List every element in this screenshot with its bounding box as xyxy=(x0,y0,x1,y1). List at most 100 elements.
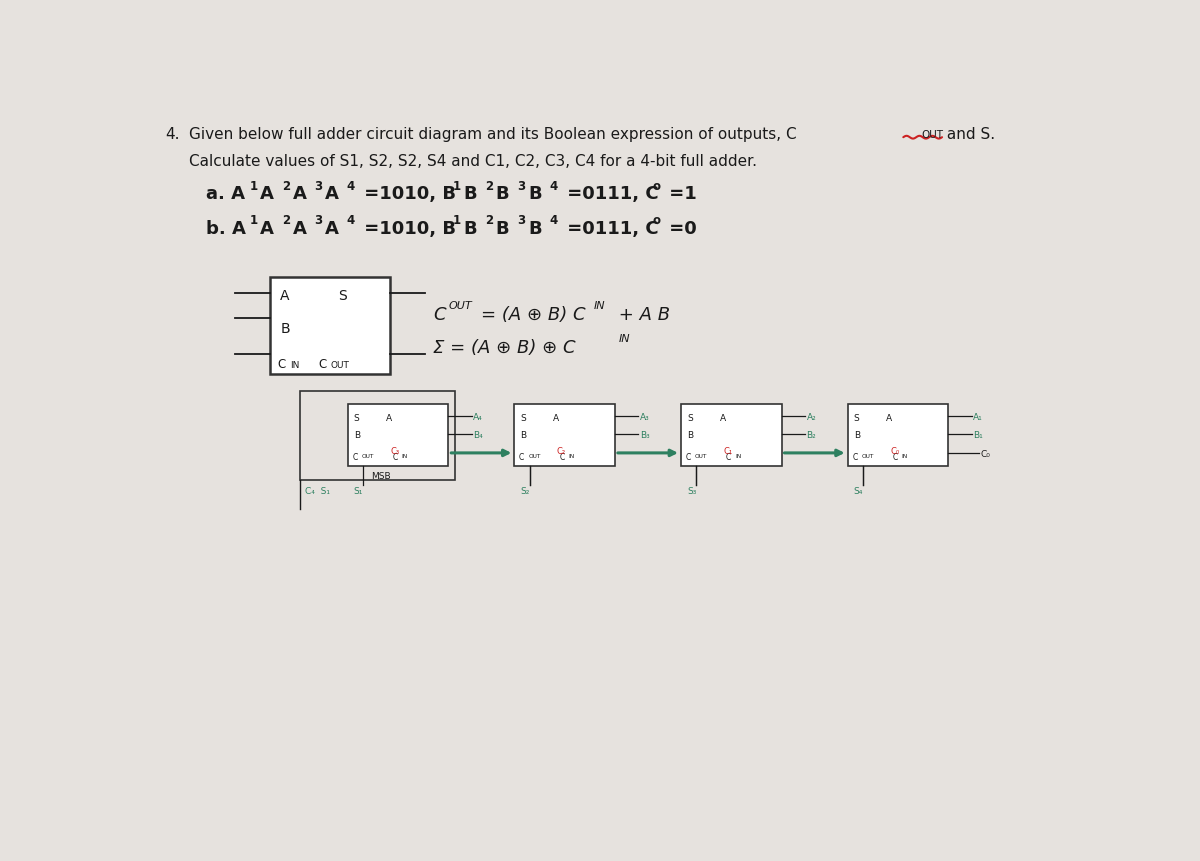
Text: A: A xyxy=(386,414,392,424)
Text: Calculate values of S1, S2, S2, S4 and C1, C2, C3, C4 for a 4-bit full adder.: Calculate values of S1, S2, S2, S4 and C… xyxy=(188,154,757,169)
Text: S: S xyxy=(521,414,527,424)
Text: 3: 3 xyxy=(314,180,323,193)
Text: C: C xyxy=(278,358,286,371)
Text: B: B xyxy=(496,185,509,203)
Text: C: C xyxy=(392,453,398,461)
Text: A: A xyxy=(293,185,306,203)
Text: 4: 4 xyxy=(550,214,558,227)
Text: OUT: OUT xyxy=(922,130,943,140)
Text: Σ = (A ⊕ B) ⊕ C: Σ = (A ⊕ B) ⊕ C xyxy=(433,339,576,357)
Text: A: A xyxy=(553,414,559,424)
Text: IN: IN xyxy=(901,454,908,459)
Text: C: C xyxy=(893,453,898,461)
Text: and S.: and S. xyxy=(942,127,995,142)
Text: B: B xyxy=(688,430,694,440)
Text: A: A xyxy=(325,185,340,203)
Bar xyxy=(680,405,781,466)
Text: C: C xyxy=(518,453,524,461)
Text: C₁: C₁ xyxy=(724,447,733,455)
Text: S₃: S₃ xyxy=(688,486,696,496)
Text: B: B xyxy=(463,220,476,238)
Text: C: C xyxy=(433,306,445,324)
Text: B: B xyxy=(528,185,542,203)
Text: S: S xyxy=(338,289,347,303)
Text: IN: IN xyxy=(736,454,742,459)
Text: B₁: B₁ xyxy=(973,430,983,440)
Text: OUT: OUT xyxy=(528,454,540,459)
Text: OUT: OUT xyxy=(449,301,472,311)
Text: B₂: B₂ xyxy=(806,430,816,440)
Text: 4: 4 xyxy=(347,214,355,227)
Text: o: o xyxy=(653,180,660,193)
Text: A: A xyxy=(281,289,289,303)
Text: A₂: A₂ xyxy=(806,413,816,422)
Text: A₄: A₄ xyxy=(473,413,482,422)
Text: B: B xyxy=(853,430,860,440)
Text: 4.: 4. xyxy=(166,127,180,142)
Text: C: C xyxy=(852,453,858,461)
Text: =0111, C: =0111, C xyxy=(560,220,659,238)
Text: S₂: S₂ xyxy=(521,486,530,496)
Text: B: B xyxy=(521,430,527,440)
Text: C₂: C₂ xyxy=(557,447,566,455)
Text: 4: 4 xyxy=(347,180,355,193)
Text: + A B: + A B xyxy=(613,306,670,324)
Bar xyxy=(847,405,948,466)
Text: C₃: C₃ xyxy=(390,447,400,455)
Text: 2: 2 xyxy=(282,180,290,193)
Text: B: B xyxy=(281,322,290,336)
Text: S₄: S₄ xyxy=(853,486,863,496)
Text: C: C xyxy=(726,453,731,461)
Text: IN: IN xyxy=(619,334,630,344)
Text: b. A: b. A xyxy=(206,220,246,238)
Text: S₁: S₁ xyxy=(354,486,364,496)
Text: A: A xyxy=(325,220,340,238)
Text: A: A xyxy=(260,220,274,238)
Text: C: C xyxy=(559,453,564,461)
Text: B: B xyxy=(354,430,360,440)
Text: B₃: B₃ xyxy=(640,430,649,440)
Text: C: C xyxy=(685,453,691,461)
Text: 2: 2 xyxy=(282,214,290,227)
Bar xyxy=(300,391,455,480)
Text: A: A xyxy=(720,414,726,424)
Text: Given below full adder circuit diagram and its Boolean expression of outputs, C: Given below full adder circuit diagram a… xyxy=(188,127,797,142)
Text: A: A xyxy=(260,185,274,203)
Text: A: A xyxy=(293,220,306,238)
Text: S: S xyxy=(354,414,360,424)
Text: = (A ⊕ B) C: = (A ⊕ B) C xyxy=(481,306,586,324)
Text: 1: 1 xyxy=(452,214,461,227)
Bar xyxy=(515,405,616,466)
Text: S: S xyxy=(853,414,859,424)
Text: 3: 3 xyxy=(314,214,323,227)
Text: B: B xyxy=(496,220,509,238)
Text: IN: IN xyxy=(593,301,605,311)
Text: B₄: B₄ xyxy=(473,430,482,440)
Text: 4: 4 xyxy=(550,180,558,193)
Text: C: C xyxy=(353,453,358,461)
Text: OUT: OUT xyxy=(361,454,374,459)
Text: 2: 2 xyxy=(485,214,493,227)
Text: =1010, B: =1010, B xyxy=(358,185,456,203)
Text: 3: 3 xyxy=(517,180,526,193)
Text: 2: 2 xyxy=(485,180,493,193)
Text: C₀: C₀ xyxy=(890,447,899,455)
Text: A: A xyxy=(887,414,893,424)
Text: IN: IN xyxy=(569,454,575,459)
Text: 1: 1 xyxy=(250,214,257,227)
Text: a. A: a. A xyxy=(206,185,245,203)
Text: =0: =0 xyxy=(664,220,697,238)
Text: IN: IN xyxy=(290,361,300,369)
Text: A₃: A₃ xyxy=(640,413,649,422)
Text: OUT: OUT xyxy=(862,454,874,459)
Text: =0111, C: =0111, C xyxy=(560,185,659,203)
Text: OUT: OUT xyxy=(695,454,707,459)
Text: C: C xyxy=(318,358,326,371)
Text: =1: =1 xyxy=(664,185,697,203)
Text: MSB: MSB xyxy=(371,472,390,481)
Text: OUT: OUT xyxy=(330,361,349,369)
Text: B: B xyxy=(463,185,476,203)
Text: A₁: A₁ xyxy=(973,413,983,422)
Text: B: B xyxy=(528,220,542,238)
Text: o: o xyxy=(653,214,660,227)
